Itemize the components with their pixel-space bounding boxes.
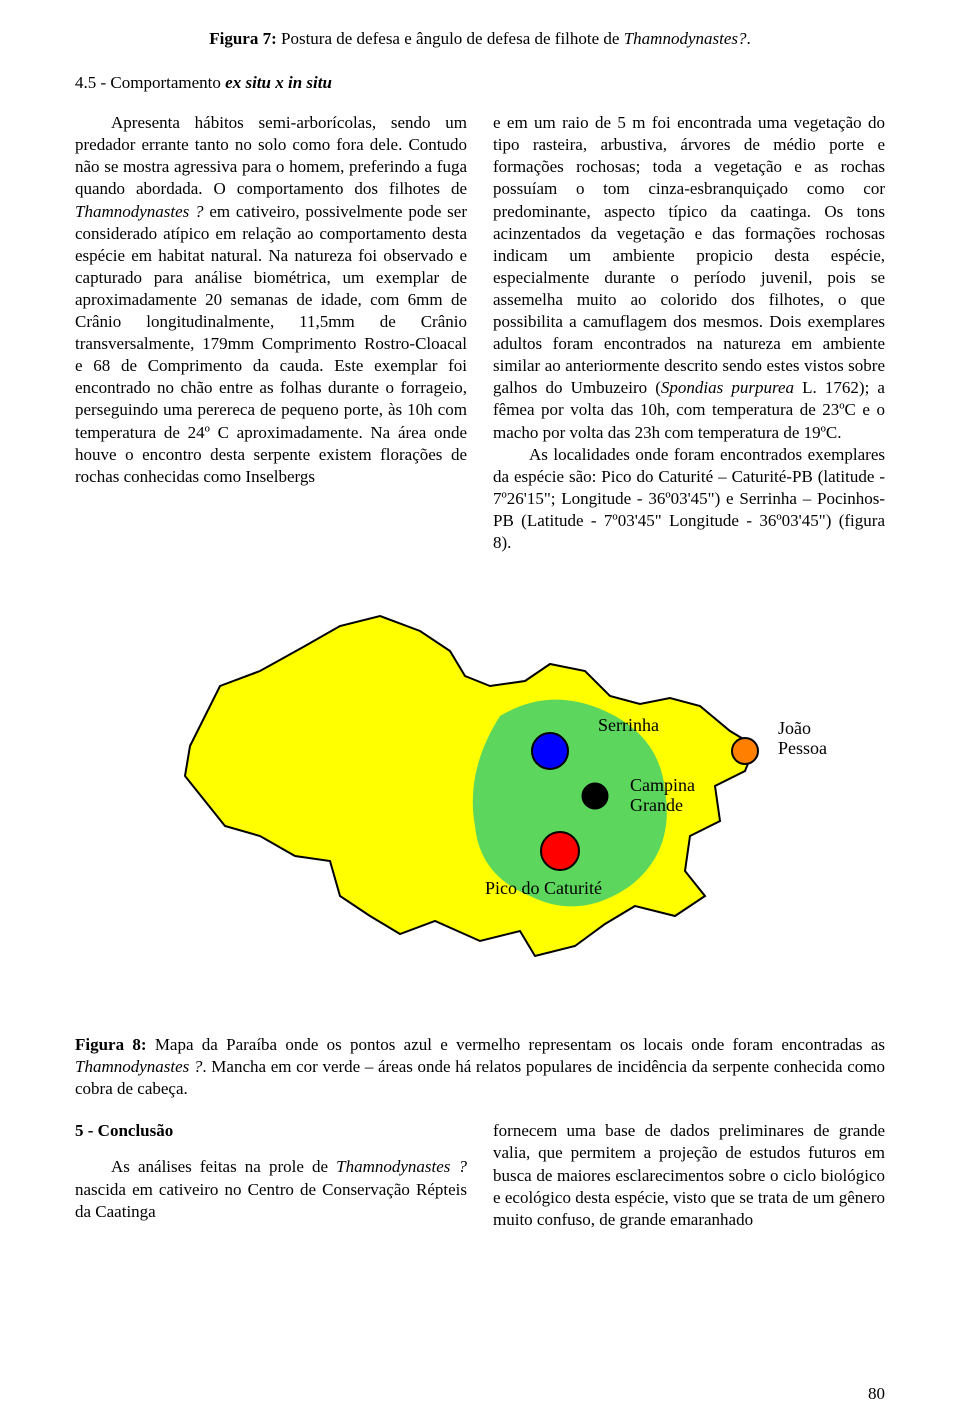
body2-p1a: As análises feitas na prole de xyxy=(111,1157,336,1176)
section-4-5-ital: ex situ x in situ xyxy=(225,73,332,92)
page-number: 80 xyxy=(868,1383,885,1405)
body1-p3-text: As localidades onde foram encontrados ex… xyxy=(493,445,885,552)
map-svg: Serrinha Campina Grande Pico do Caturité… xyxy=(130,576,830,1006)
body2-p2: fornecem uma base de dados preliminares … xyxy=(493,1120,885,1230)
marker-pico-icon xyxy=(541,832,579,870)
figure7-label: Figura 7: xyxy=(209,29,277,48)
body1-p1a: Apresenta hábitos semi-arborícolas, send… xyxy=(75,113,467,198)
figure8-ital1: Thamnodynastes ? xyxy=(75,1057,202,1076)
section-5-title-text: 5 - Conclusão xyxy=(75,1121,173,1140)
label-serrinha: Serrinha xyxy=(598,715,659,735)
body1-p2: e em um raio de 5 m foi encontrada uma v… xyxy=(493,112,885,443)
figure8-text1: Mapa da Paraíba onde os pontos azul e ve… xyxy=(147,1035,885,1054)
body-columns-1: Apresenta hábitos semi-arborícolas, send… xyxy=(75,112,885,554)
body1-p1b: em cativeiro, possivelmente pode ser con… xyxy=(75,202,467,486)
figure8-label: Figura 8: xyxy=(75,1035,147,1054)
label-joao-2: Pessoa xyxy=(778,738,827,758)
body1-p2-ital: Spondias purpurea xyxy=(661,378,794,397)
figure7-caption: Figura 7: Postura de defesa e ângulo de … xyxy=(75,28,885,50)
marker-campina-icon xyxy=(582,783,608,809)
label-campina-1: Campina xyxy=(630,775,695,795)
map-figure-8: Serrinha Campina Grande Pico do Caturité… xyxy=(75,576,885,1006)
section-5-title: 5 - Conclusão xyxy=(75,1120,467,1142)
spacer xyxy=(75,1142,467,1156)
section-4-5-title: 4.5 - Comportamento ex situ x in situ xyxy=(75,72,885,94)
label-campina-2: Grande xyxy=(630,795,683,815)
body2-p2-text: fornecem uma base de dados preliminares … xyxy=(493,1121,885,1228)
body1-p2a: e em um raio de 5 m foi encontrada uma v… xyxy=(493,113,885,397)
figure7-italic: Thamnodynastes? xyxy=(624,29,747,48)
figure7-end: . xyxy=(747,29,751,48)
body1-p1: Apresenta hábitos semi-arborícolas, send… xyxy=(75,112,467,488)
body2-p1: As análises feitas na prole de Thamnodyn… xyxy=(75,1156,467,1222)
marker-joao-icon xyxy=(732,738,758,764)
label-pico: Pico do Caturité xyxy=(485,878,602,898)
marker-serrinha-icon xyxy=(532,733,568,769)
body2-p1-ital: Thamnodynastes ? xyxy=(336,1157,467,1176)
figure8-caption: Figura 8: Mapa da Paraíba onde os pontos… xyxy=(75,1034,885,1100)
label-joao-1: João xyxy=(778,718,811,738)
body1-p1-ital: Thamnodynastes ? xyxy=(75,202,204,221)
body1-p3: As localidades onde foram encontrados ex… xyxy=(493,444,885,554)
section-4-5-num: 4.5 - Comportamento xyxy=(75,73,225,92)
body-columns-2: 5 - Conclusão As análises feitas na prol… xyxy=(75,1120,885,1230)
figure7-text: Postura de defesa e ângulo de defesa de … xyxy=(277,29,624,48)
body2-p1b: nascida em cativeiro no Centro de Conser… xyxy=(75,1180,467,1221)
